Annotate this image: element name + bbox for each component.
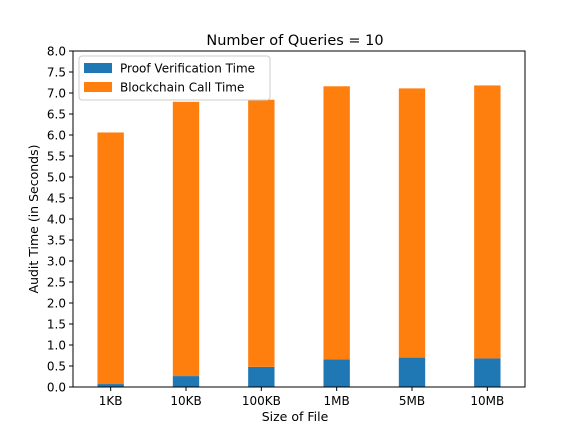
y-tick-label: 4.5: [47, 191, 66, 205]
bar-blockchain-call-time-10mb: [474, 85, 501, 359]
x-tick-label: 10KB: [170, 394, 201, 408]
legend-box: [78, 55, 271, 101]
legend-swatch-proof-verification: [84, 63, 112, 73]
y-tick-label: 0.5: [47, 359, 66, 373]
x-tick-label: 1KB: [99, 394, 123, 408]
chart-title: Number of Queries = 10: [206, 33, 383, 49]
y-tick-label: 1.0: [47, 338, 66, 352]
y-axis-title: Audit Time (in Seconds): [26, 145, 41, 294]
x-tick-label: 1MB: [324, 394, 350, 408]
y-tick-label: 2.0: [47, 296, 66, 310]
y-tick-label: 7.0: [47, 86, 66, 100]
x-axis: 1KB 10KB 100KB 1MB 5MB 10MB: [99, 387, 504, 408]
bar-blockchain-call-time-100kb: [248, 99, 275, 367]
y-tick-label: 1.5: [47, 317, 66, 331]
legend: Proof Verification Time Blockchain Call …: [78, 55, 271, 101]
legend-label-blockchain-call: Blockchain Call Time: [120, 81, 244, 95]
bar-proof-verification-time-10mb: [474, 358, 501, 387]
legend-label-proof-verification: Proof Verification Time: [120, 62, 255, 76]
plot-frame: [72, 50, 526, 388]
x-axis-title: Size of File: [262, 409, 329, 424]
y-tick-label: 6.5: [47, 107, 66, 121]
bar-blockchain-call-time-10kb: [172, 101, 200, 377]
bar-proof-verification-time-1kb: [97, 384, 124, 387]
y-tick-label: 6.0: [47, 128, 66, 142]
x-tick-label: 5MB: [399, 394, 425, 408]
y-tick-label: 0.0: [47, 380, 66, 394]
y-tick-label: 3.5: [47, 233, 66, 247]
y-tick-label: 7.5: [47, 65, 66, 79]
y-axis: 0.0 0.5 1.0 1.5 2.0 2.5 3.0 3.5 4.0 4.5 5.0 5.5 6.0 6…: [47, 44, 73, 394]
y-tick-label: 5.5: [47, 149, 66, 163]
y-tick-label: 8.0: [47, 44, 66, 58]
y-tick-label: 3.0: [47, 254, 66, 268]
y-tick-label: 4.0: [47, 212, 66, 226]
bar-blockchain-call-time-1kb: [97, 132, 124, 385]
bar-proof-verification-time-100kb: [248, 366, 275, 387]
legend-swatch-blockchain-call: [84, 82, 112, 92]
bar-proof-verification-time-5mb: [398, 357, 426, 387]
bar-blockchain-call-time-1mb: [323, 86, 350, 360]
bars-layer: [97, 85, 501, 387]
y-tick-label: 5.0: [47, 170, 66, 184]
x-tick-label: 100KB: [242, 394, 281, 408]
y-tick-label: 2.5: [47, 275, 66, 289]
x-tick-label: 10MB: [470, 394, 504, 408]
bar-blockchain-call-time-5mb: [398, 88, 426, 358]
bar-proof-verification-time-10kb: [172, 376, 200, 387]
bar-proof-verification-time-1mb: [323, 359, 350, 387]
